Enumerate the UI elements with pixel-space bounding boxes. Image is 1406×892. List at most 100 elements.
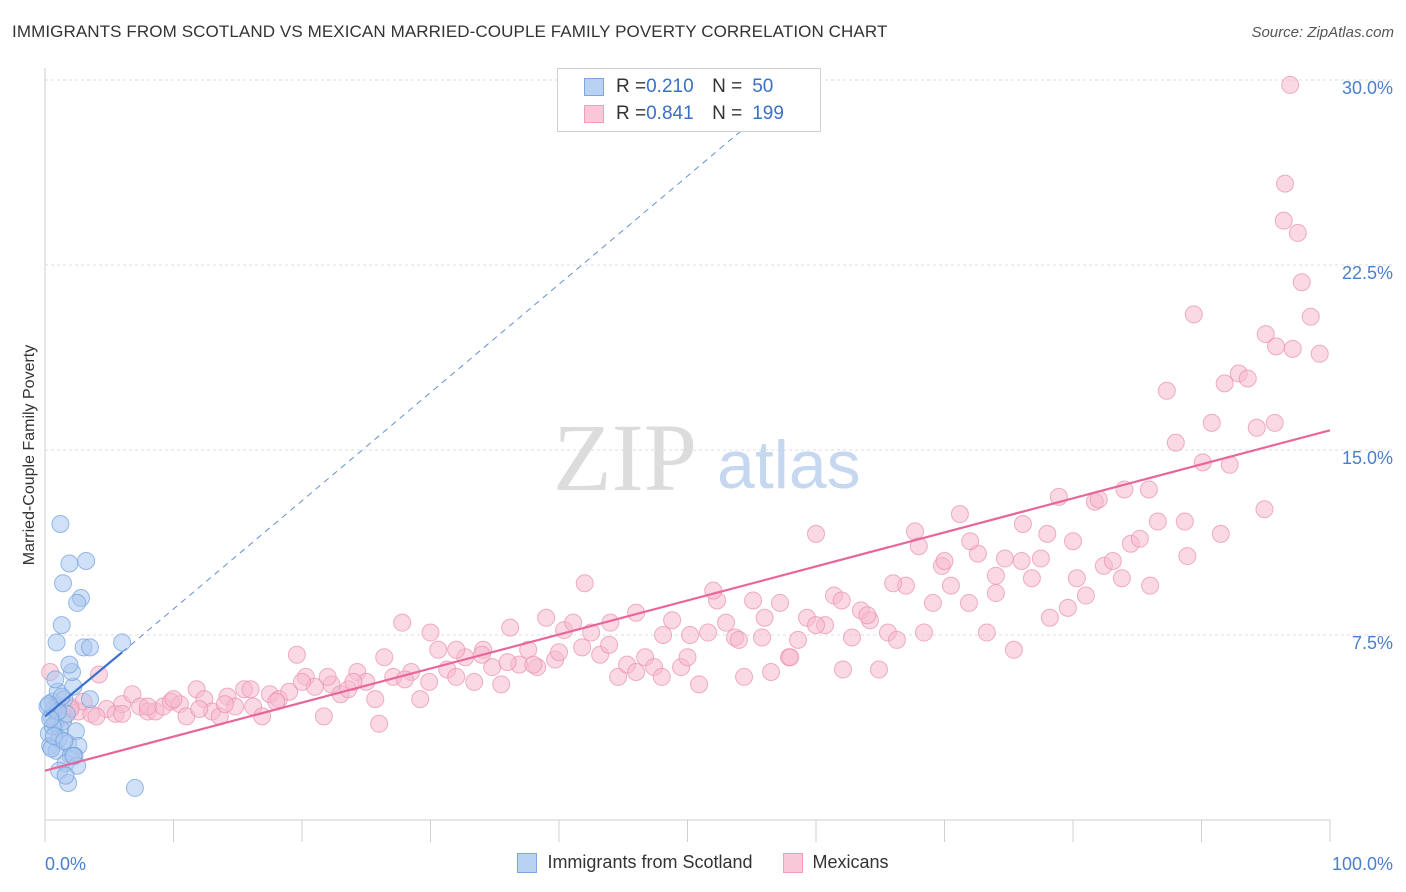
point-mexicans [573,638,592,657]
legend-swatch-mexicans [782,852,803,873]
point-mexicans [909,537,928,556]
point-mexicans [789,630,808,649]
point-mexicans [729,630,748,649]
point-mexicans [1202,413,1221,432]
n-value: 50 [752,76,774,97]
point-mexicans [287,645,306,664]
point-mexicans [690,675,709,694]
y-tick-label: 30.0% [1342,78,1393,98]
point-mexicans [501,618,520,637]
legend-swatch-scotland [517,852,538,873]
legend-label-mexicans: Mexicans [812,852,889,872]
point-mexicans [755,608,774,627]
point-mexicans [1310,344,1329,363]
point-mexicans [1247,418,1266,437]
point-mexicans [1130,529,1149,548]
n-label: N = [712,76,743,97]
point-scotland [46,670,65,689]
point-mexicans [429,640,448,659]
point-mexicans [935,552,954,570]
point-mexicans [1281,75,1300,94]
point-scotland [125,778,144,797]
point-mexicans [524,655,543,674]
point-mexicans [447,640,466,659]
point-mexicans [1141,576,1160,595]
point-mexicans [113,704,132,723]
point-mexicans [1256,325,1275,344]
point-mexicans [1013,515,1032,533]
point-mexicans [735,667,754,686]
point-mexicans [678,648,697,667]
point-mexicans [652,667,671,686]
trend-line-scotland [44,651,123,718]
point-mexicans [600,635,619,654]
point-mexicans [1267,337,1286,356]
trend-lines [44,121,1331,772]
point-mexicans [1175,512,1194,531]
point-mexicans [681,626,700,644]
point-scotland [53,574,72,593]
point-mexicans [1265,413,1284,432]
point-mexicans [1211,524,1230,543]
x-tick-label: 0.0% [45,854,86,874]
point-scotland [77,552,96,570]
point-mexicans [537,608,556,627]
point-mexicans [314,707,333,726]
point-mexicans [627,663,646,681]
point-mexicans [753,628,772,647]
legend-label-scotland: Immigrants from Scotland [547,852,753,872]
stats-legend: R = 0.210 N = 50 R = 0.841 N = 199 [557,68,821,132]
swatch-scotland [584,78,604,96]
point-mexicans [950,505,969,524]
point-scotland [60,554,79,573]
point-mexicans [1012,552,1031,570]
point-mexicans [1184,305,1203,324]
point-mexicans [959,593,978,612]
swatch-mexicans [584,105,604,123]
point-mexicans [1112,569,1131,588]
point-mexicans [447,667,466,686]
point-mexicans [961,532,980,551]
watermark-zip: ZIP [553,404,697,511]
y-tick-label: 15.0% [1342,448,1393,468]
r-label: R = [616,103,647,124]
point-mexicans [241,680,260,699]
point-mexicans [762,663,781,681]
point-mexicans [366,690,385,709]
axes [44,68,1331,842]
point-mexicans [138,697,157,716]
point-mexicans [699,623,718,642]
point-mexicans [914,623,933,642]
point-mexicans [887,630,906,649]
point-mexicans [1276,174,1295,193]
point-scotland [47,633,66,652]
point-mexicans [923,593,942,612]
n-label: N = [712,103,743,124]
point-scotland [56,766,75,785]
point-mexicans [1157,381,1176,400]
point-scotland [52,616,71,635]
trend-line-mexicans [44,429,1331,772]
point-mexicans [1076,586,1095,605]
point-mexicans [375,648,394,667]
point-mexicans [1004,640,1023,659]
point-mexicans [1166,433,1185,452]
legend-item-mexicans: Mexicans [782,852,889,873]
point-mexicans [977,623,996,642]
point-mexicans [807,616,825,635]
point-mexicans [704,581,723,600]
point-mexicans [411,690,430,709]
point-mexicans [1238,369,1257,388]
r-label: R = [616,76,647,97]
point-mexicans [609,667,628,686]
point-mexicans [884,574,903,593]
point-mexicans [465,672,484,691]
point-mexicans [1064,532,1082,551]
point-mexicans [869,660,888,679]
point-mexicans [986,584,1005,603]
point-mexicans [771,593,790,612]
point-mexicans [832,591,851,610]
point-mexicans [986,566,1005,585]
point-mexicans [1288,223,1307,242]
gridlines [45,79,1395,636]
